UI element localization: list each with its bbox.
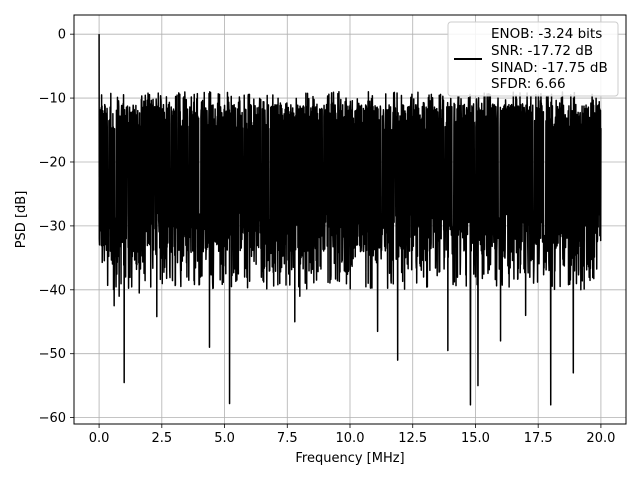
legend-box	[447, 21, 619, 97]
legend-line-sfdr: SFDR: 6.66	[491, 76, 566, 92]
x-tick-label: 10.0	[336, 431, 365, 446]
legend-line-snr: SNR: -17.72 dB	[491, 43, 593, 59]
x-axis-label: Frequency [MHz]	[295, 451, 404, 466]
legend-line-enob: ENOB: -3.24 bits	[491, 26, 602, 42]
plot-area	[98, 34, 602, 406]
x-tick-label: 5.0	[214, 431, 235, 446]
legend: ENOB: -3.24 bits SNR: -17.72 dB SINAD: -…	[447, 21, 619, 97]
x-tick-label: 2.5	[151, 431, 172, 446]
x-tick-label: 20.0	[586, 431, 615, 446]
x-tick-label: 15.0	[461, 431, 490, 446]
y-tick-label: −20	[39, 155, 66, 170]
y-tick-label: −30	[39, 219, 66, 234]
y-tick-label: −10	[39, 92, 66, 107]
y-axis-label: PSD [dB]	[14, 191, 29, 249]
psd-series-line	[98, 34, 602, 406]
y-axis-ticks: 0 −10 −20 −30 −40 −50 −60	[39, 28, 74, 426]
y-tick-label: −50	[39, 347, 66, 362]
legend-line-sinad: SINAD: -17.75 dB	[491, 60, 608, 76]
x-tick-label: 0.0	[89, 431, 110, 446]
x-tick-label: 17.5	[524, 431, 553, 446]
x-axis-ticks: 0.0 2.5 5.0 7.5 10.0 12.5 15.0 17.5 20.0	[89, 424, 615, 446]
x-tick-label: 12.5	[398, 431, 427, 446]
y-tick-label: 0	[58, 28, 66, 43]
y-tick-label: −40	[39, 283, 66, 298]
x-tick-label: 7.5	[277, 431, 298, 446]
y-tick-label: −60	[39, 411, 66, 426]
